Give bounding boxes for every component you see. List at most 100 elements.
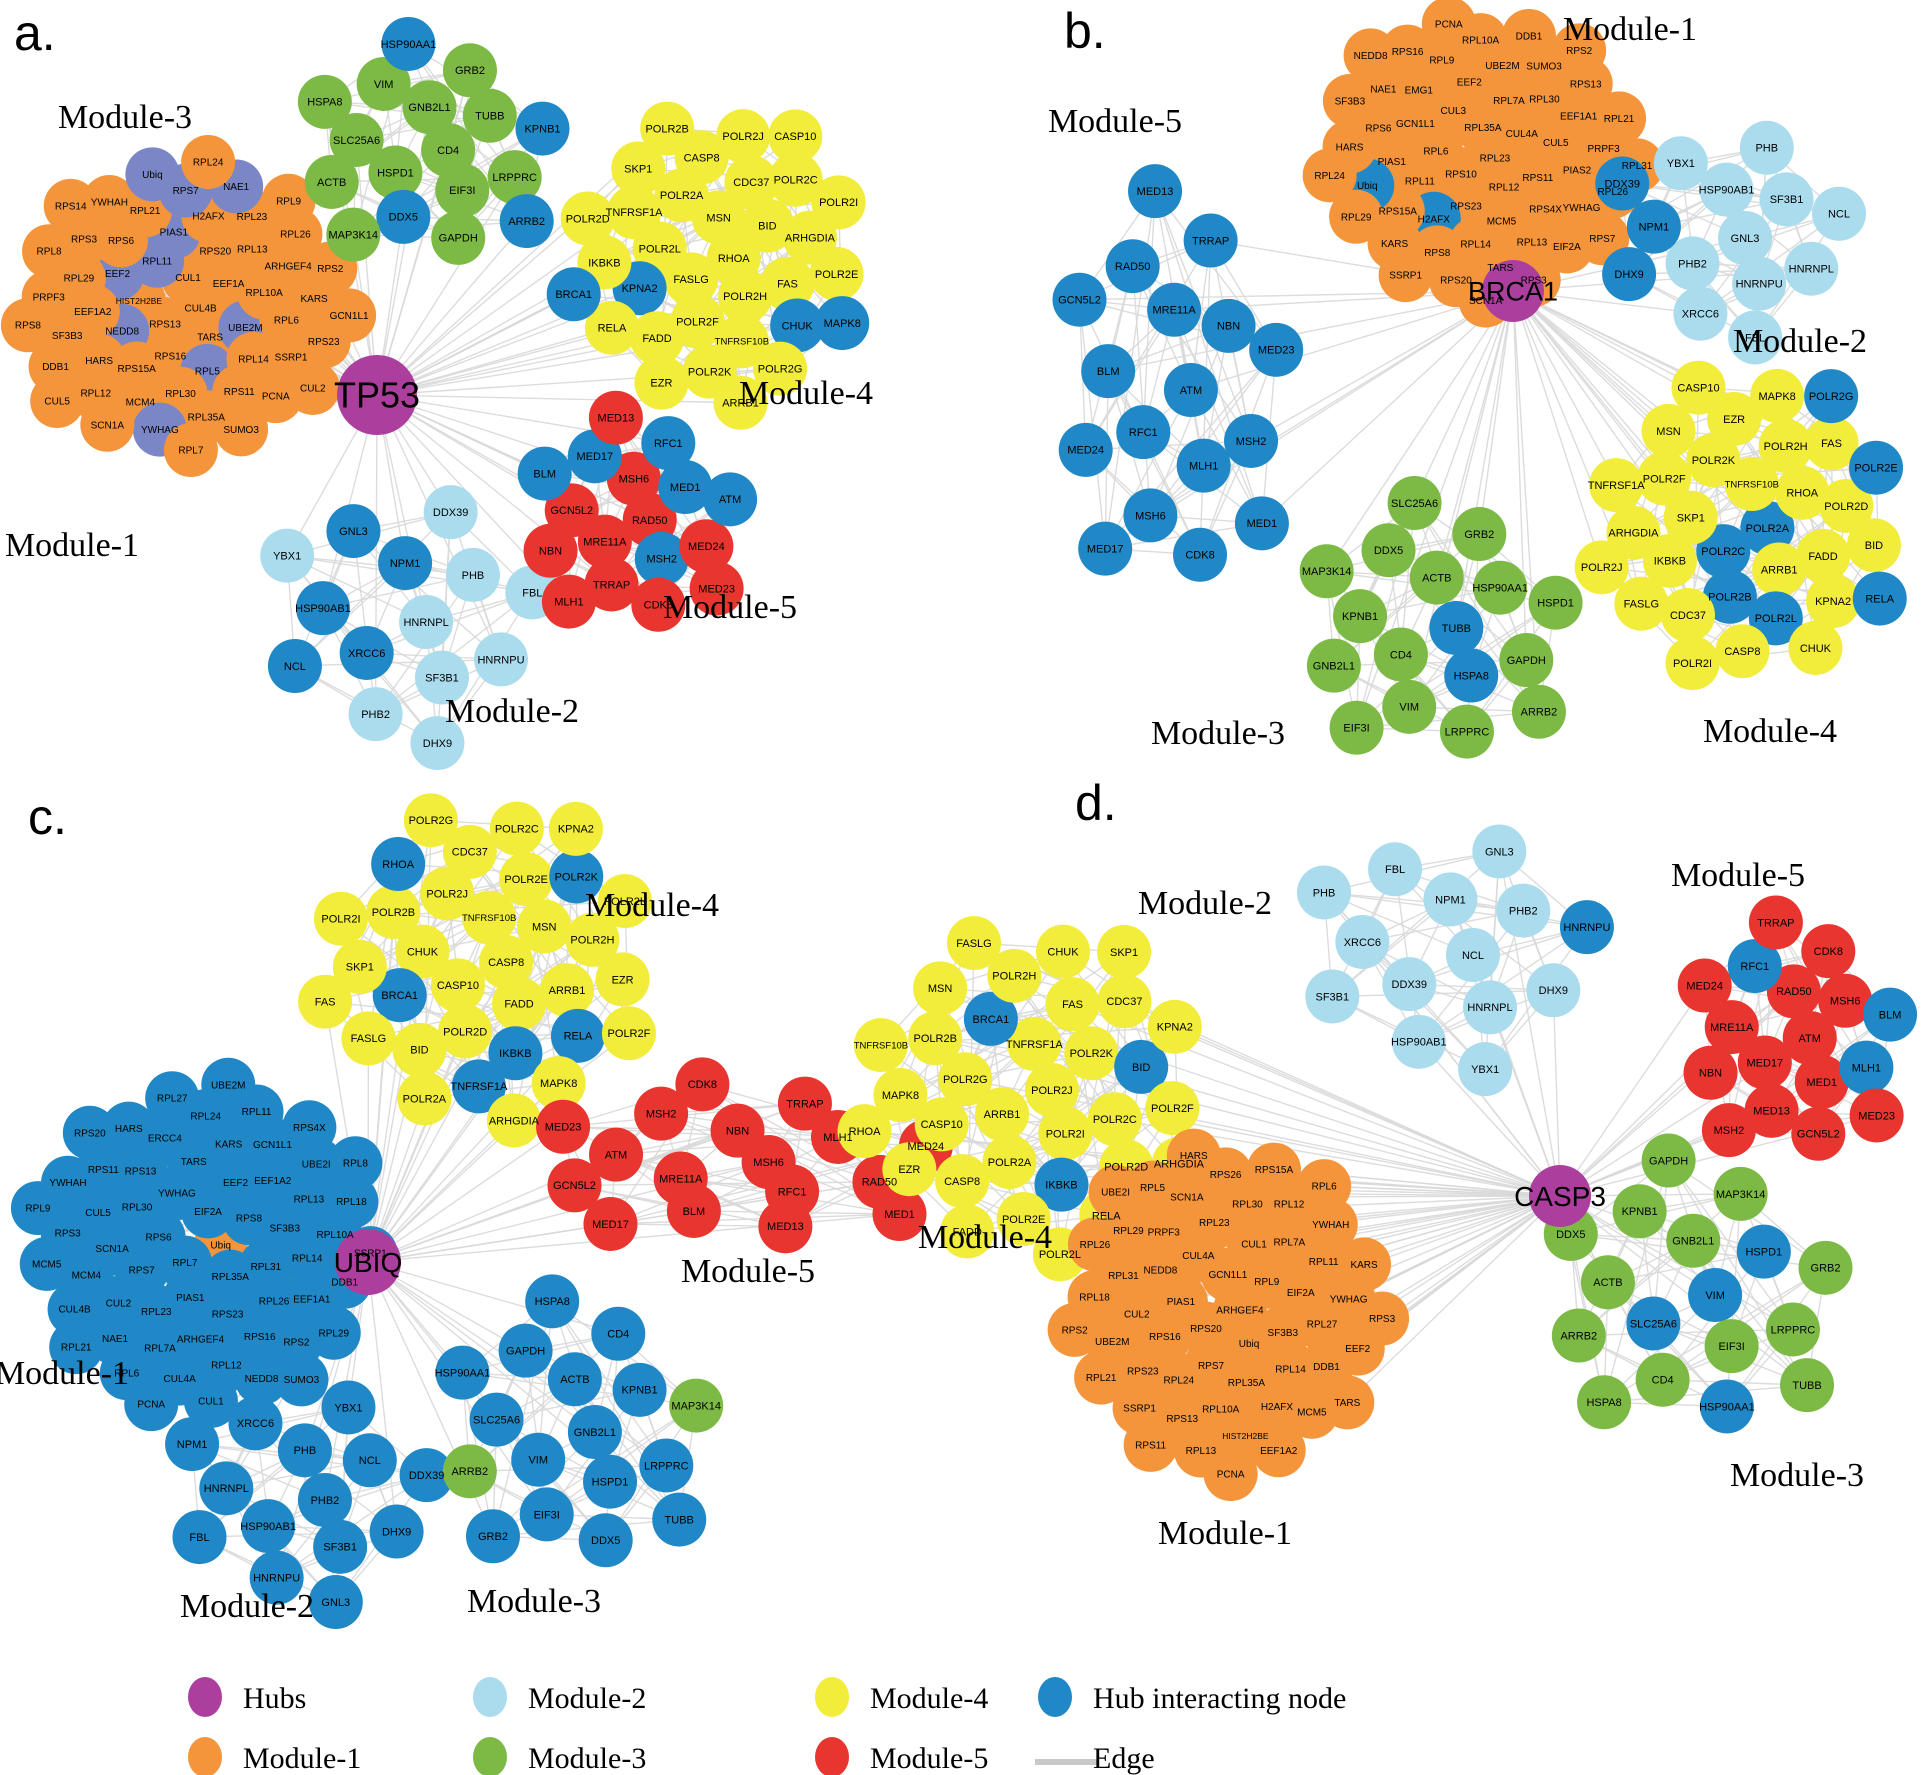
node-label-POLR2C: POLR2C (1701, 546, 1745, 558)
node-label-MCM5: MCM5 (32, 1259, 62, 1270)
node-TUBB (1429, 601, 1484, 655)
node-CDC37 (1097, 974, 1152, 1029)
node-MED23 (536, 1099, 591, 1154)
node-label-TARS: TARS (181, 1157, 207, 1168)
node-label-EMG1: EMG1 (1405, 86, 1434, 97)
node-label-RPL21: RPL21 (61, 1343, 92, 1354)
node-label-FASLG: FASLG (673, 274, 708, 286)
hub-label-TP53: TP53 (334, 375, 420, 416)
node-label-RPL5: RPL5 (1140, 1183, 1165, 1194)
node-GNL3 (1718, 211, 1773, 265)
node-label-YWHAG: YWHAG (1563, 203, 1601, 214)
node-Ubiq (125, 147, 180, 202)
node-MED1 (658, 460, 713, 515)
node-label-CUL5: CUL5 (1543, 138, 1569, 149)
node-RPS2 (1047, 1302, 1102, 1357)
node-label-TUBB: TUBB (475, 111, 504, 123)
node-label-ARRB1: ARRB1 (722, 398, 759, 410)
node-NCL (342, 1433, 397, 1488)
hub-node-BRCA1 (1482, 260, 1544, 322)
node-label-RPL26: RPL26 (1597, 187, 1628, 198)
node-label-DDX39: DDX39 (409, 1470, 444, 1482)
node-label-RFC1: RFC1 (778, 1186, 807, 1198)
node-label-RPS10: RPS10 (1445, 170, 1477, 181)
node-label-HARS: HARS (1336, 142, 1364, 153)
node-label-FBL: FBL (1745, 332, 1765, 344)
node-POLR2E (809, 246, 864, 301)
node-label-VIM: VIM (528, 1455, 548, 1467)
node-LRPPRC (1765, 1302, 1820, 1357)
node-label-MED23: MED23 (545, 1122, 582, 1134)
module-label: Module-2 (1138, 885, 1272, 922)
node-label-RPL30: RPL30 (122, 1203, 153, 1214)
node-MED1 (1234, 496, 1289, 551)
node-RPL26 (1067, 1217, 1122, 1272)
node-label-ARHGDIA: ARHGDIA (785, 233, 836, 245)
node-SLC25A6 (1387, 476, 1442, 531)
node-label-ATM: ATM (1799, 1033, 1821, 1045)
node-label-CDC37: CDC37 (452, 847, 488, 859)
node-label-RPL8: RPL8 (37, 247, 62, 258)
node-POLR2G (1804, 369, 1859, 424)
node-CHUK (1035, 924, 1090, 979)
node-label-RPL29: RPL29 (318, 1328, 349, 1339)
node-label-POLR2D: POLR2D (1104, 1161, 1148, 1173)
node-label-ARHGEF4: ARHGEF4 (264, 262, 312, 273)
node-PHB2 (1496, 883, 1551, 938)
node-label-RPS2: RPS2 (317, 264, 344, 275)
node-label-RPL7: RPL7 (178, 446, 203, 457)
node-TNFRSF1A (1007, 1016, 1062, 1071)
node-label-RPS6: RPS6 (146, 1233, 173, 1244)
node-label-LRPPRC: LRPPRC (644, 1460, 689, 1472)
node-label-RPL26: RPL26 (259, 1296, 290, 1307)
node-CASP8 (479, 935, 534, 989)
node-RPL9 (10, 1181, 65, 1236)
node-label-RPL14: RPL14 (1460, 240, 1491, 251)
node-FBL (1728, 310, 1783, 365)
node-label-NBN: NBN (726, 1126, 749, 1138)
node-label-EIF3I: EIF3I (1718, 1341, 1744, 1353)
node-label-KARS: KARS (1350, 1260, 1378, 1271)
node-NBN (1683, 1045, 1738, 1100)
node-label-MED1: MED1 (884, 1209, 915, 1221)
node-label-SLC25A6: SLC25A6 (333, 135, 380, 147)
node-SSRP1 (1378, 248, 1433, 303)
module-label: Module-1 (1563, 11, 1697, 48)
node-MSN (1641, 403, 1696, 458)
node-label-POLR2K: POLR2K (688, 366, 732, 378)
node-label-RPL21: RPL21 (1086, 1373, 1117, 1384)
node-PCNA (1421, 0, 1476, 51)
node-GAPDH (431, 210, 486, 265)
node-label-POLR2A: POLR2A (1746, 523, 1790, 535)
node-label-PRPF3: PRPF3 (1148, 1227, 1181, 1238)
node-label-EIF3I: EIF3I (449, 185, 475, 197)
node-label-CUL3: CUL3 (1441, 106, 1467, 117)
node-MSH2 (1224, 413, 1279, 468)
node-RELA (550, 1008, 605, 1063)
node-label-RPL29: RPL29 (64, 274, 95, 285)
node-label-GRB2: GRB2 (1464, 529, 1494, 541)
node-label-RPS4X: RPS4X (1529, 205, 1562, 216)
node-label-POLR2B: POLR2B (914, 1033, 957, 1045)
node-label-RPS11: RPS11 (1135, 1440, 1166, 1451)
node-label-MED13: MED13 (1137, 186, 1174, 198)
node-label-MSH6: MSH6 (753, 1157, 784, 1169)
node-label-BID: BID (758, 220, 776, 232)
node-MED17 (1078, 521, 1133, 576)
node-MSN (517, 899, 572, 954)
node-label-RPL10A: RPL10A (316, 1230, 354, 1241)
node-label-EZR: EZR (898, 1164, 920, 1176)
node-label-YBX1: YBX1 (334, 1402, 362, 1414)
node-label-UBE2M: UBE2M (211, 1080, 245, 1091)
node-HSP90AB1 (241, 1499, 296, 1554)
node-ARRB2 (1551, 1308, 1606, 1363)
node-PCNA (124, 1377, 179, 1432)
node-label-CUL2: CUL2 (300, 383, 326, 394)
node-label-POLR2G: POLR2G (409, 815, 454, 827)
node-label-GNL3: GNL3 (339, 526, 368, 538)
node-label-RHOA: RHOA (849, 1126, 881, 1138)
node-label-SF3B1: SF3B1 (1770, 194, 1804, 206)
node-CUL1 (183, 1373, 238, 1428)
node-label-POLR2G: POLR2G (758, 363, 803, 375)
node-label-DDX5: DDX5 (1374, 545, 1403, 557)
